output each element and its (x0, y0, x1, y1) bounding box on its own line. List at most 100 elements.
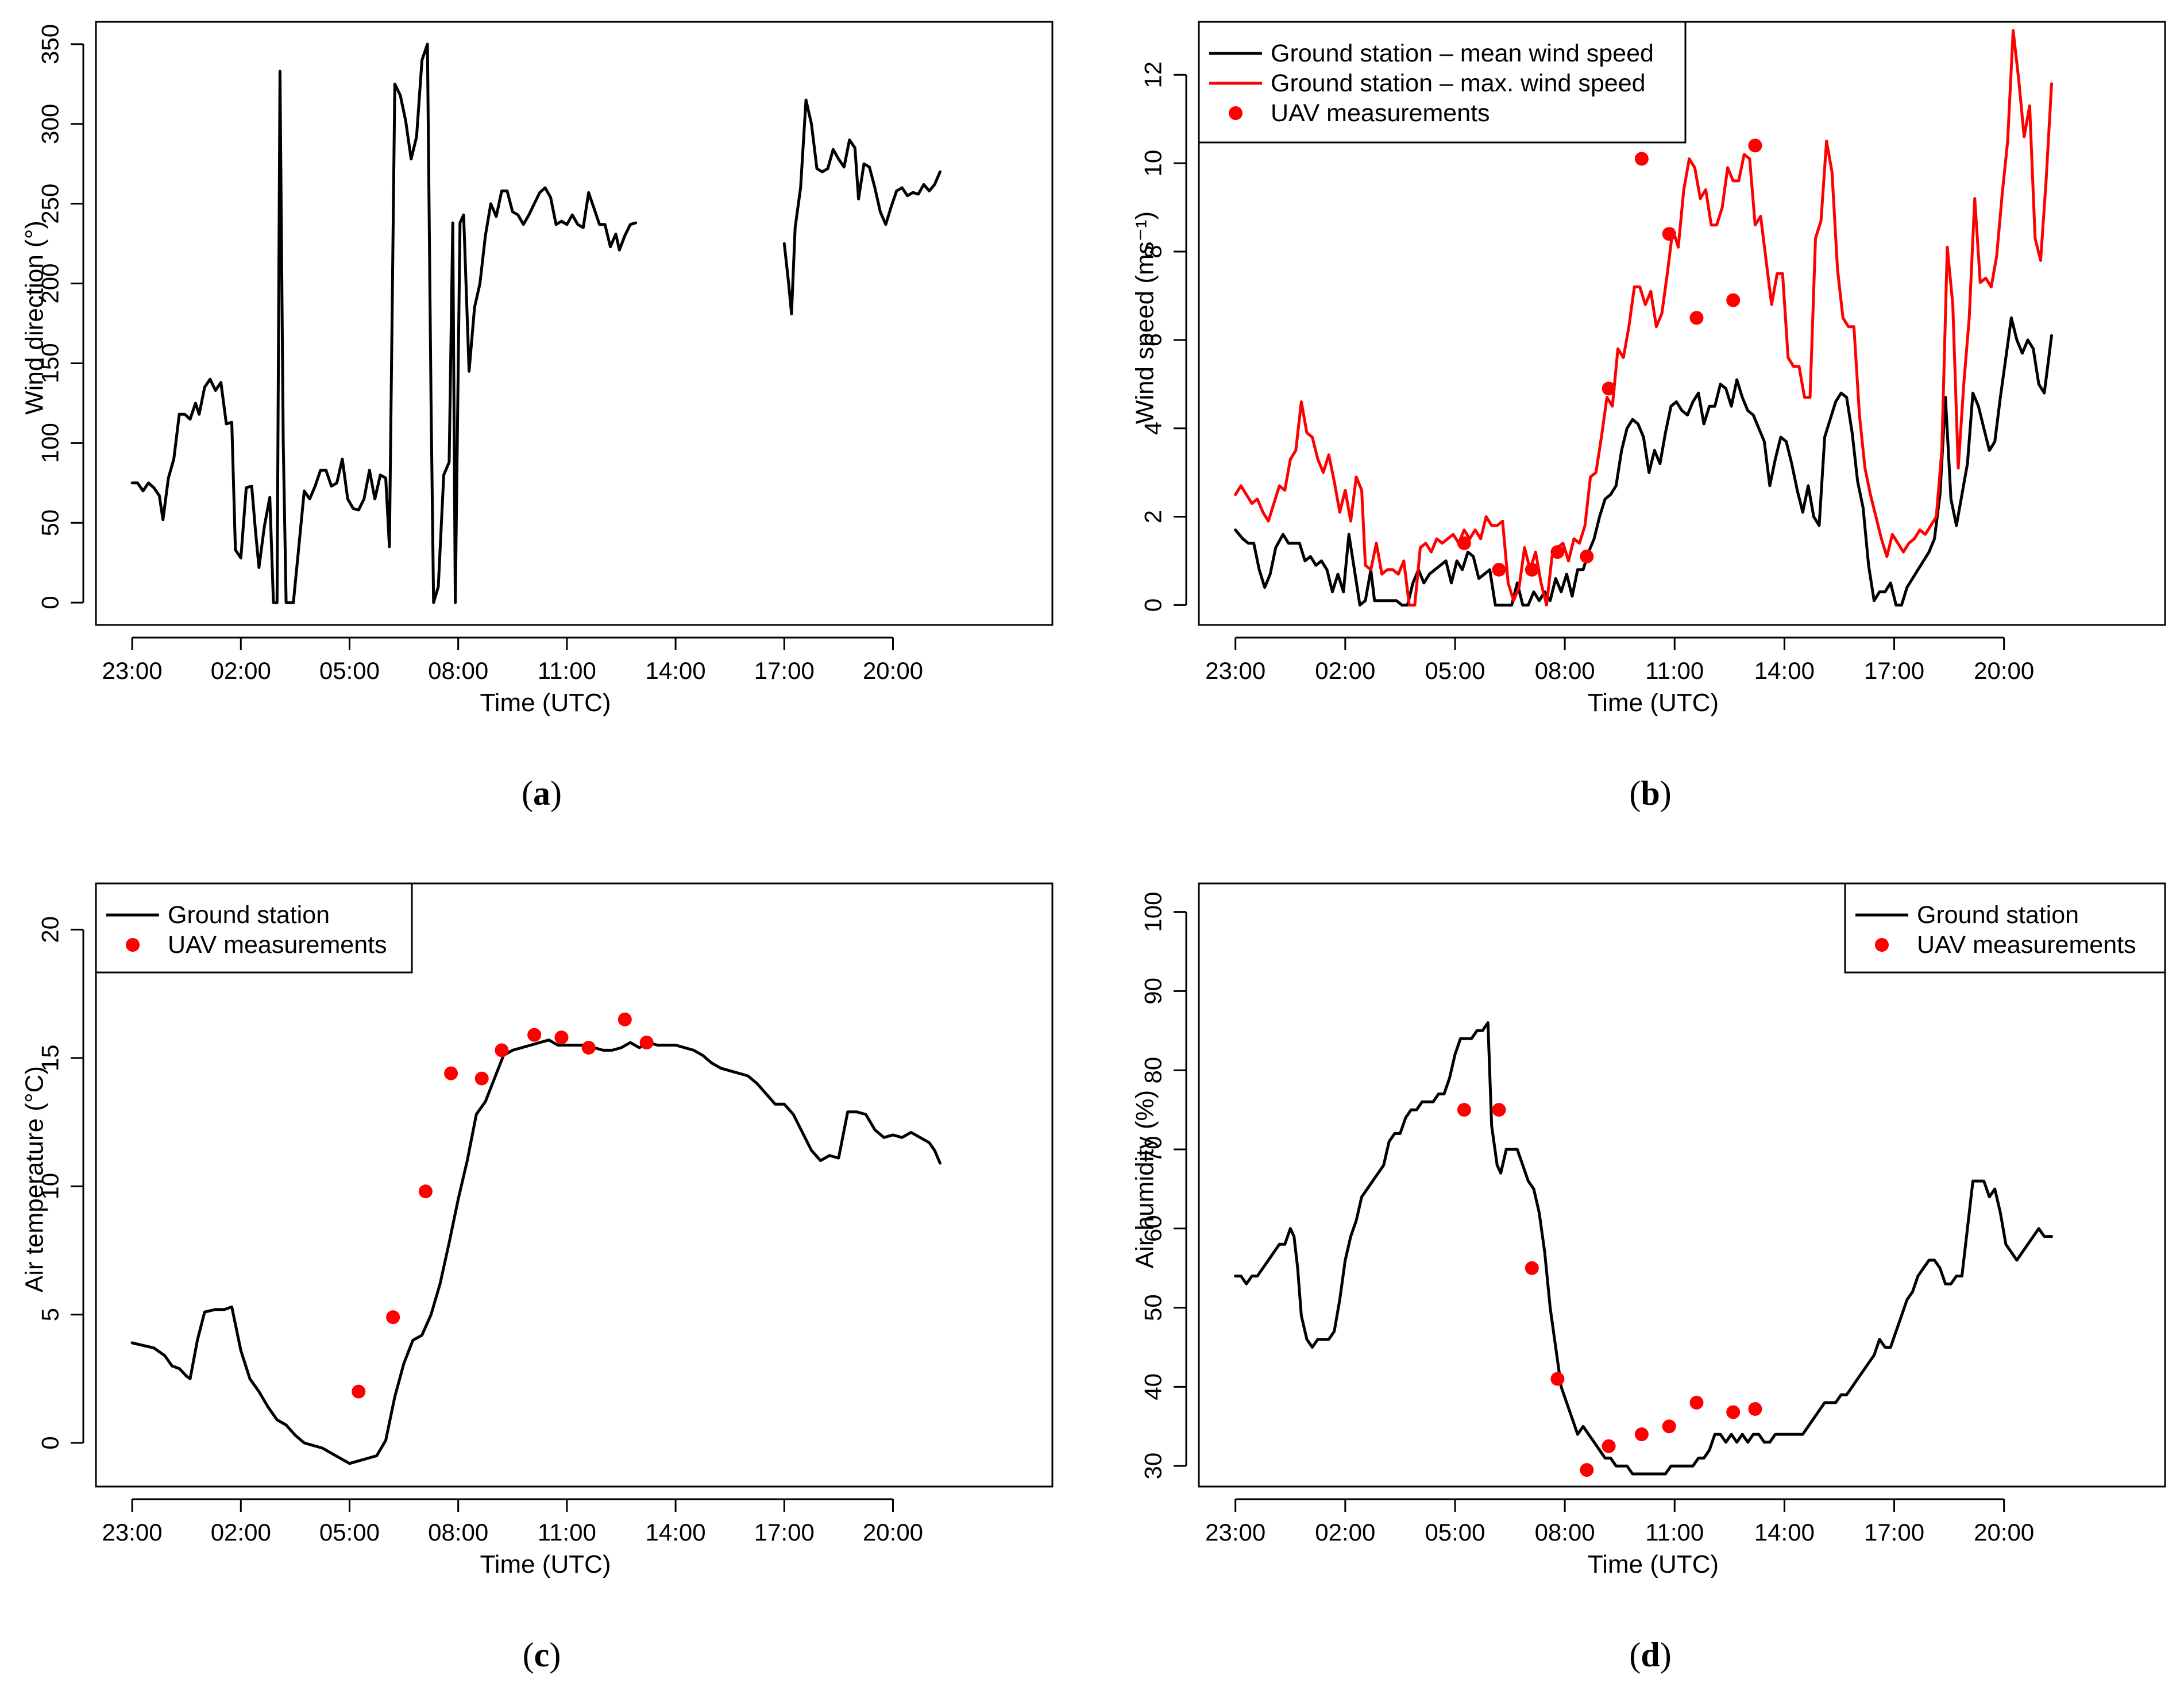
x-tick-label: 17:00 (1864, 1519, 1924, 1546)
legend-label: UAV measurements (168, 931, 387, 959)
uav-point (1457, 536, 1471, 550)
legend-point-swatch (1229, 106, 1243, 120)
uav-point (581, 1040, 596, 1055)
y-tick-label: 0 (37, 596, 64, 609)
uav-point (554, 1030, 569, 1045)
x-tick-label: 05:00 (319, 1519, 380, 1546)
x-tick-label: 11:00 (538, 1519, 596, 1546)
y-axis-title: Air temperature (°C) (21, 1066, 49, 1292)
x-tick-label: 20:00 (863, 1519, 923, 1546)
y-tick-label: 10 (37, 1173, 64, 1200)
series-line (1234, 29, 2053, 607)
panel-letter: c (534, 1636, 550, 1674)
uav-point (386, 1310, 400, 1325)
series-wind-direction (130, 43, 941, 604)
x-tick-label: 08:00 (1535, 1519, 1595, 1546)
y-axis: 0 50 100 150 200 250 300 350 (37, 24, 84, 609)
x-tick-label: 23:00 (102, 1519, 163, 1546)
y-tick-label: 80 (1140, 1057, 1167, 1084)
y-tick-label: 150 (37, 343, 64, 383)
panel-letter: a (533, 774, 550, 812)
x-tick-label: 17:00 (754, 657, 815, 684)
y-tick-label: 40 (1140, 1373, 1167, 1400)
legend-label: Ground station (1917, 901, 2079, 929)
legend-label: Ground station – mean wind speed (1271, 40, 1654, 67)
y-tick-label: 0 (1140, 599, 1167, 612)
series-ground-station (1234, 1021, 2053, 1476)
uav-point (1492, 1103, 1506, 1117)
legend-point-swatch (126, 938, 140, 952)
x-tick-label: 02:00 (211, 657, 271, 684)
legend-box (95, 882, 413, 974)
y-tick-label: 0 (37, 1436, 64, 1449)
x-tick-label: 02:00 (1315, 1519, 1375, 1546)
y-tick-label: 50 (37, 509, 64, 536)
x-tick-label: 20:00 (1974, 1519, 2034, 1546)
y-tick-label: 90 (1140, 978, 1167, 1005)
y-tick-label: 70 (1140, 1136, 1167, 1163)
x-tick-label: 05:00 (1425, 657, 1485, 684)
series-ground-station (130, 1039, 941, 1465)
series-line (130, 43, 638, 604)
uav-point (1634, 152, 1649, 166)
uav-point (418, 1184, 433, 1199)
uav-point (1726, 293, 1741, 307)
plot-frame (95, 21, 1054, 626)
x-tick-label: 08:00 (1535, 657, 1595, 684)
y-tick-label: 100 (37, 423, 64, 463)
x-tick-label: 08:00 (428, 657, 488, 684)
uav-point (1580, 549, 1594, 563)
uav-point (1550, 545, 1565, 559)
legend: Ground station – mean wind speed Ground s… (1198, 21, 1687, 144)
series-line (1234, 316, 2053, 607)
legend-box (1844, 882, 2166, 974)
x-tick-label: 02:00 (1315, 657, 1375, 684)
series-line (130, 1039, 941, 1465)
legend-label: UAV measurements (1271, 99, 1490, 127)
x-axis-title: Time (UTC) (480, 1550, 611, 1578)
x-axis-title: Time (UTC) (1588, 1550, 1719, 1578)
x-tick-label: 14:00 (1754, 657, 1815, 684)
uav-point (1689, 1395, 1704, 1410)
uav-point (1662, 227, 1676, 241)
uav-point (1457, 1103, 1471, 1117)
series-uav-measurements (1457, 1103, 1762, 1477)
x-tick-label: 20:00 (1974, 657, 2034, 684)
panel-caption: (b) (1629, 774, 1671, 812)
legend-box (1198, 21, 1687, 144)
legend-label: UAV measurements (1917, 931, 2136, 959)
panel-caption: (d) (1629, 1636, 1671, 1674)
x-tick-label: 20:00 (863, 657, 923, 684)
x-tick-label: 14:00 (1754, 1519, 1815, 1546)
x-tick-label: 23:00 (1205, 1519, 1265, 1546)
y-tick-label: 60 (1140, 1215, 1167, 1242)
y-tick-label: 6 (1140, 333, 1167, 346)
x-axis: 23:00 02:00 05:00 08:00 11:00 14:00 17:00 20:00 (1205, 636, 2034, 684)
y-axis-title: Wind speed (ms⁻¹) (1131, 211, 1159, 424)
uav-point (639, 1036, 654, 1050)
y-axis: 0 5 10 15 20 (37, 916, 84, 1450)
y-tick-label: 250 (37, 184, 64, 224)
x-tick-label: 05:00 (1425, 1519, 1485, 1546)
chart-panel-c: 23:00 02:00 05:00 08:00 11:00 14:00 17:00 20:00… (21, 882, 1054, 1674)
x-tick-label: 17:00 (754, 1519, 815, 1546)
series-ground-station-mean-wind-speed (1234, 316, 2053, 607)
legend-label: Ground station – max. wind speed (1271, 70, 1646, 97)
legend-label: Ground station (168, 901, 330, 929)
y-tick-label: 50 (1140, 1294, 1167, 1321)
x-axis-title: Time (UTC) (480, 689, 611, 717)
uav-point (495, 1043, 509, 1057)
uav-point (527, 1028, 542, 1042)
uav-point (1726, 1405, 1741, 1419)
series-ground-station-max-wind-speed (1234, 29, 2053, 607)
panel-caption: (c) (523, 1636, 561, 1674)
uav-point (444, 1066, 458, 1080)
uav-point (1525, 562, 1539, 577)
uav-point (1634, 1427, 1649, 1442)
panel-letter: b (1641, 774, 1660, 812)
y-axis: 30 40 50 60 70 80 90 100 (1140, 892, 1187, 1480)
series-uav-measurements (352, 1012, 654, 1399)
y-tick-label: 15 (37, 1044, 64, 1071)
